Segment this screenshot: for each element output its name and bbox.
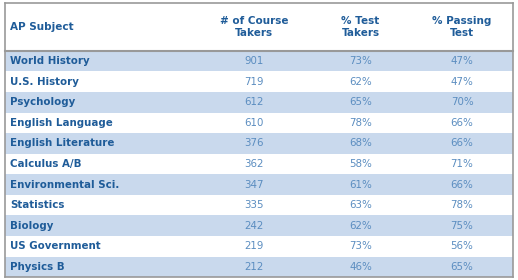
Bar xyxy=(5,92,513,113)
Text: English Language: English Language xyxy=(10,118,113,128)
Text: 901: 901 xyxy=(244,56,264,66)
Text: 78%: 78% xyxy=(349,118,372,128)
Bar xyxy=(5,3,513,51)
Bar xyxy=(5,216,513,236)
Text: World History: World History xyxy=(10,56,90,66)
Text: 71%: 71% xyxy=(451,159,473,169)
Bar xyxy=(5,71,513,92)
Text: Calculus A/B: Calculus A/B xyxy=(10,159,82,169)
Bar xyxy=(5,257,513,277)
Text: 66%: 66% xyxy=(451,179,473,190)
Text: 46%: 46% xyxy=(349,262,372,272)
Text: 70%: 70% xyxy=(451,97,473,107)
Text: AP Subject: AP Subject xyxy=(10,22,74,32)
Text: 612: 612 xyxy=(244,97,264,107)
Text: Biology: Biology xyxy=(10,221,54,231)
Bar xyxy=(5,154,513,174)
Text: Environmental Sci.: Environmental Sci. xyxy=(10,179,120,190)
Bar xyxy=(5,113,513,133)
Text: # of Course
Takers: # of Course Takers xyxy=(220,16,288,38)
Text: 212: 212 xyxy=(244,262,264,272)
Text: 68%: 68% xyxy=(349,138,372,148)
Text: 75%: 75% xyxy=(451,221,473,231)
Text: 65%: 65% xyxy=(451,262,473,272)
Text: 719: 719 xyxy=(244,77,264,87)
Text: 66%: 66% xyxy=(451,118,473,128)
Text: 58%: 58% xyxy=(349,159,372,169)
Text: English Literature: English Literature xyxy=(10,138,114,148)
Text: 362: 362 xyxy=(244,159,264,169)
Text: 73%: 73% xyxy=(349,56,372,66)
Text: 335: 335 xyxy=(244,200,264,210)
Text: 61%: 61% xyxy=(349,179,372,190)
Text: 219: 219 xyxy=(244,241,264,251)
Text: Psychology: Psychology xyxy=(10,97,76,107)
Text: 376: 376 xyxy=(244,138,264,148)
Bar xyxy=(5,133,513,154)
Text: 63%: 63% xyxy=(349,200,372,210)
Text: 610: 610 xyxy=(244,118,264,128)
Text: 73%: 73% xyxy=(349,241,372,251)
Text: 62%: 62% xyxy=(349,221,372,231)
Text: 66%: 66% xyxy=(451,138,473,148)
Text: 347: 347 xyxy=(244,179,264,190)
Bar xyxy=(5,195,513,216)
Text: 62%: 62% xyxy=(349,77,372,87)
Text: % Test
Takers: % Test Takers xyxy=(341,16,380,38)
Text: Physics B: Physics B xyxy=(10,262,65,272)
Text: 78%: 78% xyxy=(451,200,473,210)
Bar xyxy=(5,51,513,71)
Bar xyxy=(5,174,513,195)
Text: Statistics: Statistics xyxy=(10,200,65,210)
Text: 56%: 56% xyxy=(451,241,473,251)
Text: 65%: 65% xyxy=(349,97,372,107)
Text: 242: 242 xyxy=(244,221,264,231)
Text: 47%: 47% xyxy=(451,56,473,66)
Text: U.S. History: U.S. History xyxy=(10,77,79,87)
Bar xyxy=(5,236,513,256)
Text: US Government: US Government xyxy=(10,241,101,251)
Text: 47%: 47% xyxy=(451,77,473,87)
Text: % Passing
Test: % Passing Test xyxy=(433,16,492,38)
